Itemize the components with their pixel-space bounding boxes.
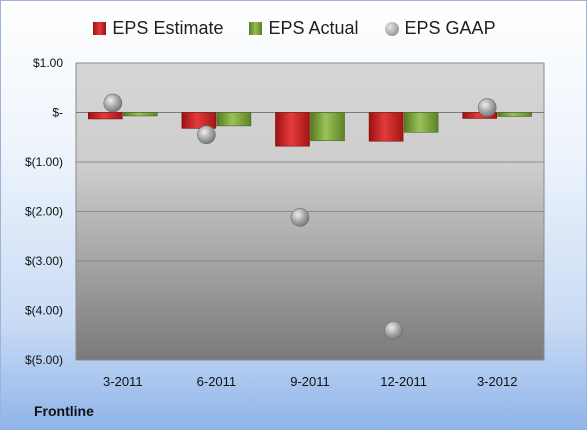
x-category-label: 6-2011 xyxy=(197,374,237,389)
legend-item-eps-actual: EPS Actual xyxy=(249,18,359,39)
bar-eps-actual xyxy=(310,112,345,142)
legend-label-eps-estimate: EPS Estimate xyxy=(112,18,224,38)
legend-swatch-eps-estimate xyxy=(93,22,107,35)
bar-eps-actual xyxy=(216,112,252,127)
bar-eps-estimate xyxy=(368,112,404,142)
y-tick-label: $1.00 xyxy=(33,56,63,70)
bar-eps-actual xyxy=(497,112,533,117)
bar-eps-estimate xyxy=(181,112,217,129)
bars xyxy=(88,112,533,147)
legend-item-eps-estimate: EPS Estimate xyxy=(93,18,223,39)
bar-eps-estimate xyxy=(88,112,123,120)
point-eps-gaap xyxy=(103,93,123,113)
y-tick-label: $- xyxy=(52,106,63,120)
legend-swatch-eps-actual xyxy=(249,22,263,35)
legend: EPS Estimate EPS Actual EPS GAAP xyxy=(1,18,586,39)
legend-item-eps-gaap: EPS GAAP xyxy=(384,18,496,39)
company-label: Frontline xyxy=(34,403,94,419)
y-tick-label: $(1.00) xyxy=(25,155,63,169)
point-eps-gaap xyxy=(384,320,403,340)
bar-eps-actual xyxy=(403,112,439,133)
y-axis-ticks: $1.00 $- $(1.00) $(2.00) $(3.00) $(4.00) $(5.0… xyxy=(25,56,63,367)
x-category-label: 3-2012 xyxy=(477,374,517,389)
point-eps-gaap xyxy=(477,98,497,117)
bar-eps-estimate xyxy=(275,112,310,147)
legend-label-eps-actual: EPS Actual xyxy=(268,18,359,38)
gaap-points xyxy=(103,93,497,340)
y-tick-label: $(4.00) xyxy=(25,304,63,318)
bar-eps-actual xyxy=(123,112,158,117)
point-eps-gaap xyxy=(290,208,310,227)
y-tick-label: $(2.00) xyxy=(25,205,63,219)
y-tick-label: $(3.00) xyxy=(25,254,63,268)
x-axis-categories: 3-2011 6-2011 9-2011 12-2011 3-2012 xyxy=(103,374,517,389)
y-tick-label: $(5.00) xyxy=(25,353,63,367)
point-eps-gaap xyxy=(197,125,216,145)
legend-label-eps-gaap: EPS GAAP xyxy=(404,18,496,38)
legend-swatch-eps-gaap xyxy=(384,21,399,36)
x-category-label: 12-2011 xyxy=(380,374,427,389)
x-category-label: 9-2011 xyxy=(290,374,330,389)
x-category-label: 3-2011 xyxy=(103,374,143,389)
